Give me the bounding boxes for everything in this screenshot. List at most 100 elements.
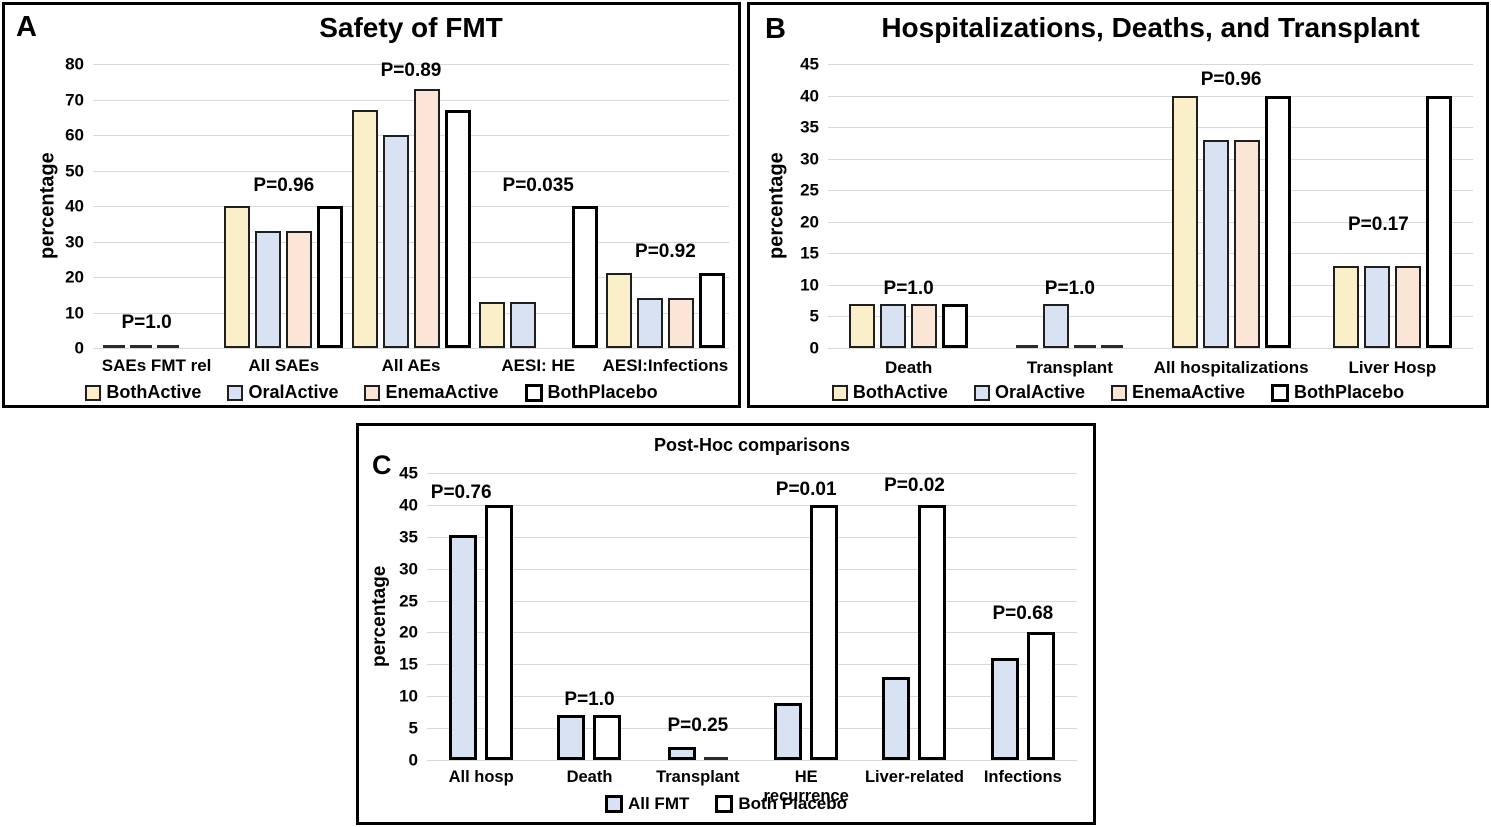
- gridline: [828, 158, 1473, 160]
- y-tick-label: 45: [399, 463, 418, 483]
- bar-oralactive: [1043, 303, 1070, 348]
- gridline: [93, 170, 729, 172]
- y-tick-label: 15: [399, 654, 418, 674]
- x-axis-labels-b: Death Transplant All hospitalizations Liver…: [828, 358, 1473, 378]
- x-category-label: AESI: HE: [501, 356, 576, 375]
- bar-bothactive: [849, 303, 876, 348]
- bar-group: [1151, 64, 1312, 348]
- y-tick-label: 40: [399, 495, 418, 515]
- bar-zero-bothactive: [1016, 345, 1039, 348]
- panel-safety-of-fmt: A Safety of FMT percentage 0 10 20 30 40 50 60…: [2, 2, 741, 408]
- bar-both-placebo: [593, 715, 622, 760]
- bar-both-placebo: [918, 504, 947, 760]
- legend-swatch-icon: [524, 383, 543, 402]
- bar-group: [220, 64, 347, 348]
- bar-bothplacebo: [444, 110, 471, 348]
- legend-swatch-icon: [1271, 383, 1290, 402]
- bar-bothactive: [1332, 265, 1359, 348]
- gridline: [427, 504, 1077, 506]
- bar-both-placebo: [485, 504, 514, 760]
- y-tick-label: 45: [800, 54, 819, 74]
- y-tick-label: 80: [65, 54, 84, 74]
- legend-item: OralActive: [973, 382, 1085, 403]
- gridline: [828, 284, 1473, 286]
- plot-area-a: 0 10 20 30 40 50 60 70 80 P=1.0 P=0.96 P=0.89 P=0.03…: [65, 56, 729, 357]
- legend-swatch-icon: [831, 384, 848, 401]
- bar-enemaactive: [667, 298, 694, 348]
- legend-c: All FMT Both Placebo: [359, 794, 1093, 814]
- y-tick-label: 25: [399, 591, 418, 611]
- y-tick-label: 30: [65, 232, 84, 251]
- chart-title-c: Post-Hoc comparisons: [653, 435, 851, 455]
- y-tick-label: 40: [800, 86, 819, 106]
- y-tick-label: 0: [809, 338, 819, 358]
- bar-zero-enemaactive: [1074, 345, 1097, 348]
- bar-both-placebo: [1026, 632, 1055, 760]
- bar-group: [989, 64, 1150, 348]
- y-tick-label: 5: [408, 718, 418, 738]
- p-value-label: P=0.92: [635, 241, 696, 263]
- chart-title-b: Hospitalizations, Deaths, and Transplant: [881, 12, 1420, 43]
- bar-group: [93, 64, 220, 348]
- y-tick-label: 25: [800, 180, 819, 200]
- y-tick-label: 30: [399, 559, 418, 579]
- x-category-label: Liver-related: [864, 768, 964, 786]
- bar-group: [969, 473, 1077, 760]
- x-category-label: Liver Hosp: [1348, 358, 1437, 377]
- gridline: [427, 728, 1077, 730]
- bar-oralactive: [636, 298, 663, 348]
- gridline: [828, 253, 1473, 255]
- y-tick-label: 20: [65, 267, 84, 287]
- gridline: [93, 312, 729, 314]
- gridline: [828, 316, 1473, 318]
- legend-item: BothPlacebo: [1271, 382, 1404, 403]
- y-tick-label: 70: [65, 90, 84, 109]
- y-tick-label: 10: [65, 303, 84, 322]
- legend-item: BothActive: [85, 382, 201, 403]
- bar-zero-bothplacebo: [1101, 345, 1124, 348]
- y-tick-label: 10: [800, 275, 819, 295]
- legend-a: BothActive OralActive EnemaActive BothPlace…: [5, 382, 738, 403]
- legend-label: BothPlacebo: [1294, 382, 1405, 402]
- y-tick-label: 0: [74, 338, 84, 358]
- bar-group: [860, 473, 968, 760]
- legend-label: EnemaActive: [1131, 382, 1246, 402]
- legend-swatch-icon: [604, 795, 623, 813]
- bar-group: [602, 64, 729, 348]
- p-value-label: P=1.0: [564, 688, 615, 710]
- gridline: [427, 664, 1077, 666]
- bar-zero-both-placebo: [703, 757, 728, 760]
- x-category-label: Transplant: [1026, 358, 1113, 377]
- x-category-label: Death: [885, 358, 933, 377]
- bar-group: [1312, 64, 1473, 348]
- p-value-label: P=0.01: [775, 478, 837, 500]
- y-tick-label: 5: [809, 306, 819, 326]
- bar-oralactive: [509, 301, 536, 348]
- y-axis-label-b: percentage: [765, 152, 788, 260]
- bar-all-fmt: [449, 534, 478, 760]
- gridline: [828, 348, 1473, 349]
- legend-swatch-icon: [227, 384, 244, 401]
- plot-area-b: 0 5 10 15 20 25 30 35 40 45 P=1.0 P=1.0 P=0.96 P=0.17: [800, 56, 1473, 357]
- bar-oralactive: [1202, 139, 1229, 348]
- y-tick-label: 10: [399, 686, 418, 706]
- bar-group: [828, 64, 989, 348]
- p-value-label: P=0.02: [884, 475, 945, 497]
- gridline: [828, 127, 1473, 129]
- x-category-label: SAEs FMT rel: [101, 356, 212, 375]
- gridline: [427, 536, 1077, 538]
- p-value-label: P=1.0: [883, 277, 934, 299]
- bar-group: [427, 473, 535, 760]
- bar-bothplacebo: [698, 273, 725, 348]
- bar-bothactive: [351, 110, 378, 348]
- legend-swatch-icon: [715, 795, 734, 813]
- legend-label: OralActive: [994, 382, 1085, 402]
- legend-swatch-icon: [85, 384, 102, 401]
- gridline: [93, 64, 729, 65]
- y-axis-label-c: percentage: [369, 565, 390, 668]
- bar-zero-enemaactive: [157, 345, 180, 348]
- gridline: [828, 190, 1473, 192]
- bar-bothplacebo: [1425, 95, 1452, 348]
- bar-group: [535, 473, 643, 760]
- bar-zero-bothactive: [103, 345, 126, 348]
